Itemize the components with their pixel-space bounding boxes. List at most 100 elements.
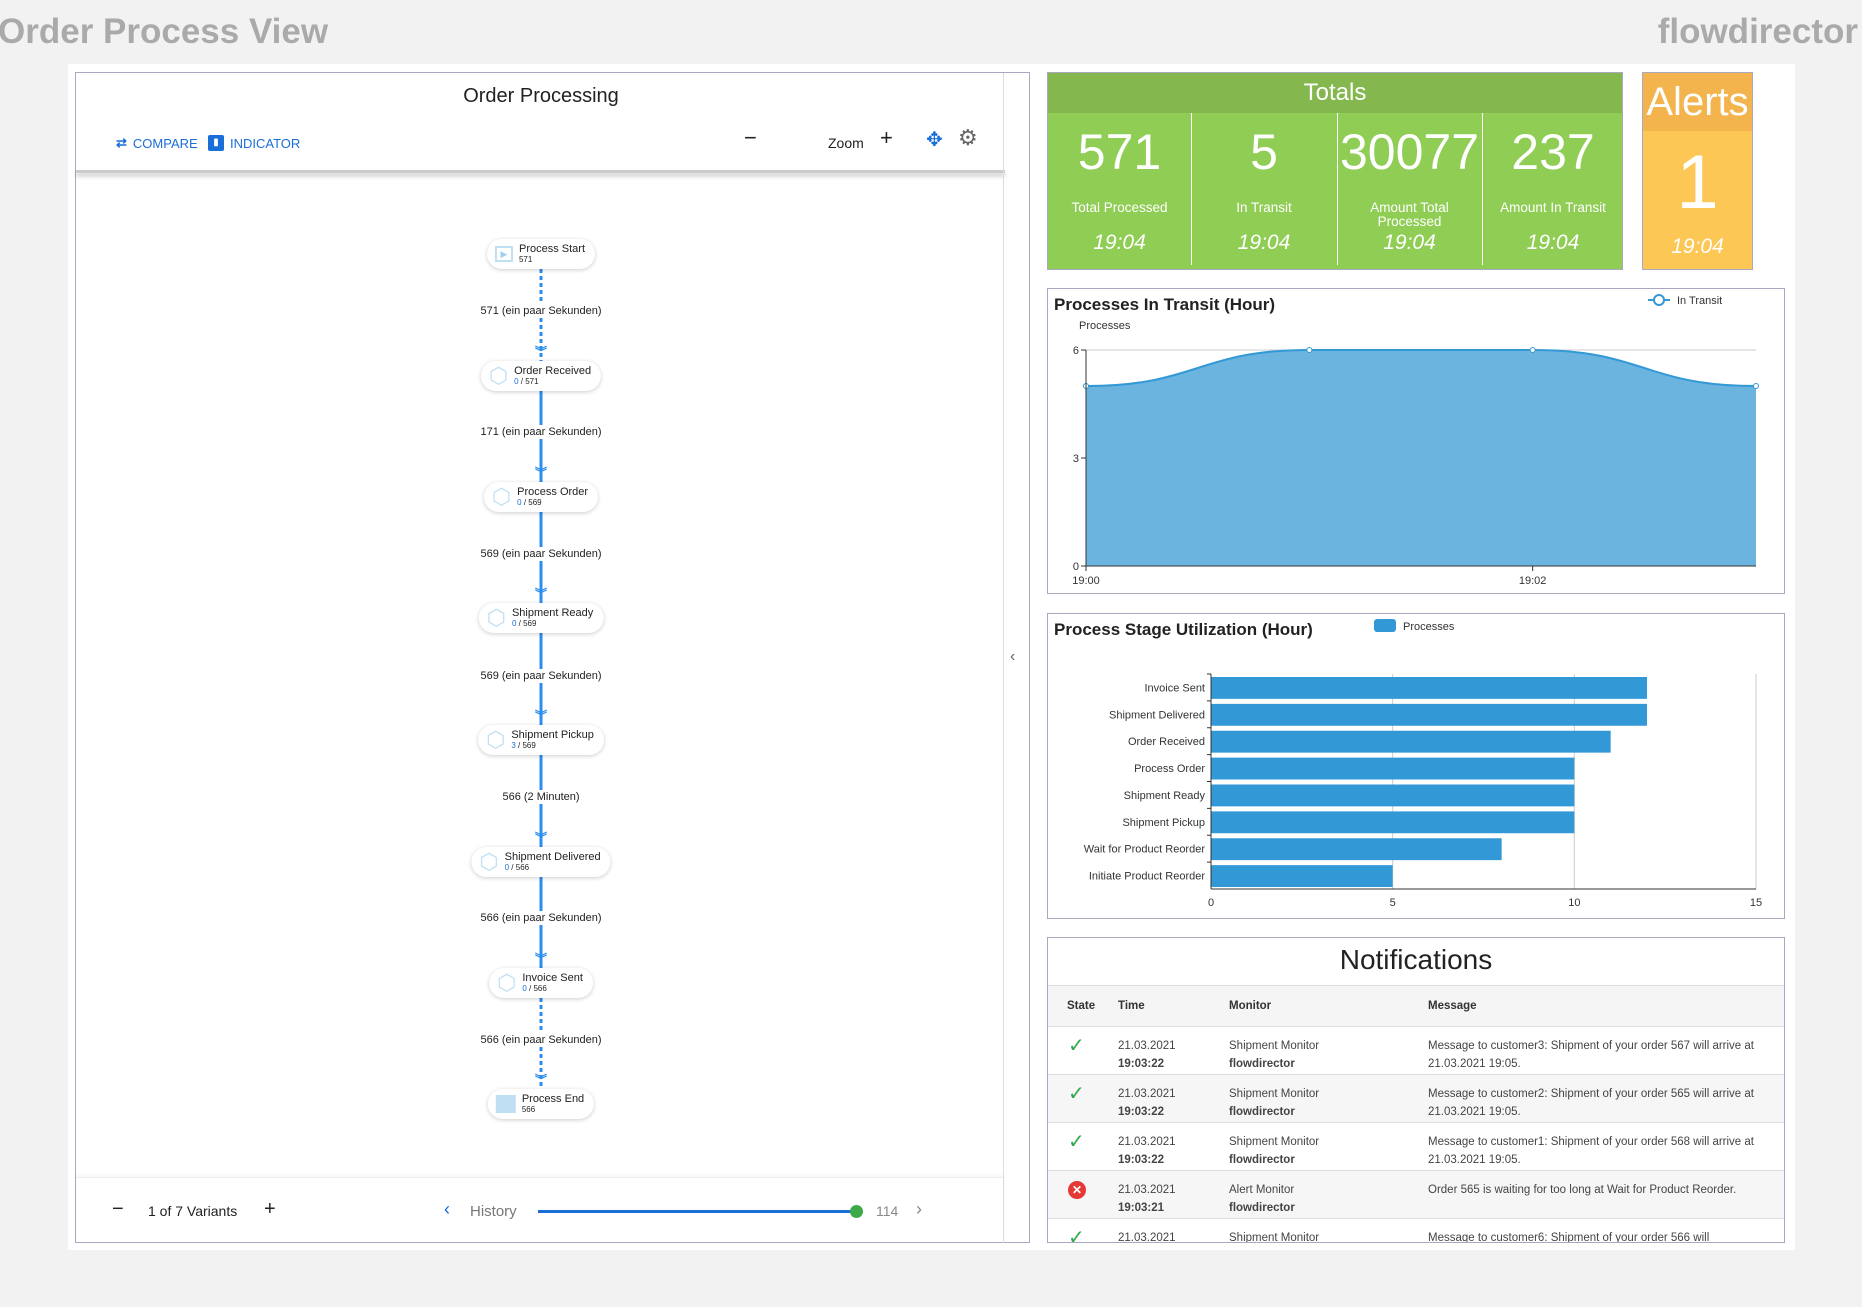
legend-marker (1653, 294, 1665, 306)
notification-message: Message to customer3: Shipment of your o… (1428, 1026, 1784, 1075)
bar (1211, 811, 1575, 834)
data-point (1753, 383, 1759, 389)
tile-divider (1337, 113, 1338, 265)
category-label: Initiate Product Reorder (1089, 871, 1206, 883)
bar (1211, 730, 1611, 753)
column-state[interactable]: State (1048, 985, 1118, 1027)
history-prev-chevron-icon[interactable]: ‹ (444, 1199, 450, 1219)
node-total: / 569 (518, 619, 537, 628)
flow-node[interactable]: ⬡ Shipment Pickup 3 / 569 (478, 725, 604, 755)
notifications-title: Notifications (1339, 944, 1493, 975)
notification-message: Message to customer6: Shipment of your o… (1428, 1218, 1784, 1242)
node-active: 0 (511, 619, 517, 628)
tile-divider (1191, 113, 1192, 265)
bar (1211, 677, 1647, 699)
history-label: History (470, 1203, 517, 1220)
bar (1211, 703, 1647, 726)
node-total: / 566 (511, 863, 530, 872)
edge-label: 571 (ein paar Sekunden) (480, 304, 602, 318)
flow-node[interactable]: ⬡ Shipment Delivered 0 / 566 (471, 847, 611, 877)
category-label: Shipment Pickup (1122, 817, 1205, 829)
history-next-chevron-icon[interactable]: › (916, 1199, 922, 1219)
notification-row[interactable]: ✓ 21.03.2021 19:03:22 Shipment Monitor flowd… (1048, 1026, 1784, 1075)
node-total: / 569 (518, 741, 536, 750)
totals-title: Totals (1048, 73, 1622, 113)
total-time: 19:04 (1526, 231, 1580, 254)
notification-row[interactable]: ✓ 21.03.2021 19:03:22 Shipment Monitor flowd… (1048, 1074, 1784, 1123)
zoom-in-button[interactable]: + (880, 125, 893, 150)
total-value: 30077 (1339, 124, 1480, 180)
history-slider[interactable] (538, 1210, 856, 1213)
indicator-button[interactable]: ▮ INDICATOR (208, 135, 300, 151)
compare-button[interactable]: ⇄ COMPARE (116, 135, 198, 151)
totals-widget: Totals 571 Total Processed 19:04 5 In Transi… (1047, 72, 1623, 270)
total-tile: 237 Amount In Transit 19:04 (1482, 113, 1624, 265)
node-count: 566 (521, 1105, 536, 1114)
notification-source: flowdirector (1229, 1202, 1295, 1214)
bar (1211, 784, 1575, 807)
edge-label: 566 (ein paar Sekunden) (480, 911, 602, 925)
bar (1211, 838, 1502, 861)
x-tick-label: 10 (1568, 897, 1580, 909)
process-footer: − 1 of 7 Variants + ‹ History 114 › (76, 1177, 1003, 1243)
hexagon-icon: ⬡ (488, 363, 509, 388)
node-active: 0 (517, 498, 522, 507)
move-icon[interactable]: ✥ (926, 129, 943, 151)
notification-time: 19:03:22 (1118, 1058, 1165, 1070)
total-tile: 30077 Amount Total Processed 19:04 (1337, 113, 1482, 265)
panel-scrollbar[interactable] (1003, 73, 1004, 1243)
utilization-chart-panel: Process Stage Utilization (Hour) 0 5 10 15 I… (1047, 613, 1785, 919)
notification-row[interactable]: ✕ 21.03.2021 19:03:21 Alert Monitor flowdire… (1048, 1170, 1784, 1219)
alerts-count: 1 (1676, 140, 1719, 225)
category-label: Shipment Ready (1124, 790, 1206, 802)
alerts-widget[interactable]: Alerts 1 19:04 (1642, 72, 1753, 270)
variant-next-button[interactable]: + (264, 1198, 276, 1220)
zoom-out-button[interactable]: − (744, 125, 757, 150)
notifications-table: State Time Monitor Message ✓ 21.03.2021 19… (1048, 985, 1784, 1243)
alerts-time: 19:04 (1671, 235, 1724, 258)
total-time: 19:04 (1093, 231, 1146, 254)
category-label: Process Order (1134, 763, 1205, 775)
column-monitor[interactable]: Monitor (1229, 985, 1428, 1027)
edge-label: 569 (ein paar Sekunden) (480, 547, 602, 561)
flow-node[interactable]: ⬡ Order Received 0 / 571 (480, 361, 602, 391)
column-message[interactable]: Message (1428, 985, 1784, 1027)
x-tick-label: 19:02 (1519, 575, 1547, 587)
toolbar-divider (76, 170, 1005, 173)
edge-label: 171 (ein paar Sekunden) (480, 425, 602, 439)
variant-prev-button[interactable]: − (112, 1198, 124, 1220)
category-label: Order Received (1128, 736, 1205, 748)
flow-node[interactable]: Process End 566 (487, 1089, 595, 1119)
y-tick-label: 6 (1073, 345, 1079, 357)
node-name: Process End (521, 1093, 585, 1105)
notification-date: 21.03.2021 (1118, 1232, 1176, 1243)
column-time[interactable]: Time (1118, 985, 1229, 1027)
node-name: Shipment Ready (511, 607, 594, 619)
total-time: 19:04 (1237, 231, 1291, 254)
notification-time: 19:03:22 (1118, 1106, 1165, 1118)
collapse-chevron-icon[interactable]: ‹ (1010, 648, 1016, 665)
flow-node[interactable]: ▶ Process Start 571 (486, 239, 596, 269)
node-active: 3 (511, 741, 516, 750)
gear-icon[interactable]: ⚙ (958, 125, 978, 150)
area-fill (1086, 350, 1756, 566)
arrow-down-icon: ︾ (534, 831, 548, 845)
notification-row[interactable]: ✓ 21.03.2021 Shipment Monitor Message to cu… (1048, 1218, 1784, 1243)
tile-divider (1482, 113, 1483, 265)
hexagon-icon: ⬡ (497, 970, 517, 995)
notification-row[interactable]: ✓ 21.03.2021 19:03:22 Shipment Monitor flowd… (1048, 1122, 1784, 1171)
arrow-down-icon: ︾ (534, 709, 548, 723)
total-label: Amount Total Processed (1370, 200, 1449, 229)
node-count: 571 (518, 255, 533, 264)
flow-node[interactable]: ⬡ Shipment Ready 0 / 569 (478, 603, 604, 633)
error-icon: ✕ (1068, 1181, 1086, 1199)
history-slider-handle[interactable] (850, 1205, 863, 1218)
flow-node[interactable]: ⬡ Process Order 0 / 569 (483, 482, 599, 512)
notification-monitor: Shipment Monitor (1229, 1040, 1320, 1052)
process-title: Order Processing (463, 85, 619, 107)
y-tick-label: 0 (1073, 561, 1079, 573)
node-name: Shipment Pickup (511, 729, 594, 741)
total-tile: 5 In Transit 19:04 (1191, 113, 1337, 265)
category-label: Wait for Product Reorder (1084, 844, 1206, 856)
flow-node[interactable]: ⬡ Invoice Sent 0 / 566 (489, 968, 593, 998)
